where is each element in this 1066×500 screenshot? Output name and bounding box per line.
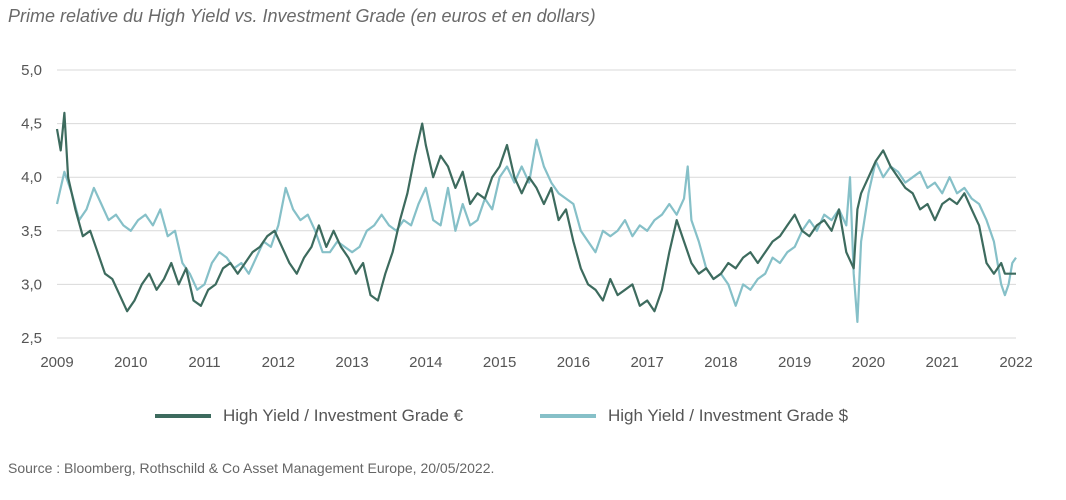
series-layer (55, 111, 1017, 323)
x-tick-label: 2012 (262, 354, 295, 371)
legend-label-usd: High Yield / Investment Grade $ (608, 406, 849, 425)
y-tick-label: 5,0 (21, 62, 42, 79)
y-tick-label: 4,5 (21, 116, 42, 133)
legend-item-eur: High Yield / Investment Grade € (155, 406, 463, 426)
y-tick-label: 4,0 (21, 169, 42, 186)
y-tick-label: 3,5 (21, 223, 42, 240)
y-tick-label: 2,5 (21, 330, 42, 347)
series-line-eur (55, 111, 1016, 313)
chart-title: Prime relative du High Yield vs. Investm… (8, 6, 596, 26)
line-chart: 2,53,03,54,04,55,0 2009 2010 2011 2012 2013 2… (21, 62, 1033, 371)
x-tick-label: 2011 (188, 354, 220, 371)
x-axis-ticks: 2009 2010 2011 2012 2013 2014 2015 2016 2017 2018… (40, 354, 1032, 371)
x-tick-label: 2016 (557, 354, 590, 371)
x-tick-label: 2022 (999, 354, 1032, 371)
legend: High Yield / Investment Grade € High Yie… (0, 406, 1066, 432)
x-tick-label: 2010 (114, 354, 147, 371)
legend-swatch-usd (540, 414, 596, 418)
x-tick-label: 2017 (630, 354, 663, 371)
x-tick-label: 2021 (926, 354, 959, 371)
x-tick-label: 2009 (40, 354, 73, 371)
y-tick-label: 3,0 (21, 276, 42, 293)
x-tick-label: 2015 (483, 354, 516, 371)
source-note: Source : Bloomberg, Rothschild & Co Asse… (8, 460, 495, 476)
x-tick-label: 2014 (409, 354, 442, 371)
x-tick-label: 2013 (335, 354, 368, 371)
x-tick-label: 2018 (704, 354, 737, 371)
legend-item-usd: High Yield / Investment Grade $ (540, 406, 848, 426)
legend-swatch-eur (155, 414, 211, 418)
x-tick-label: 2020 (852, 354, 885, 371)
y-axis-ticks: 2,5 3,0 3,5 4,0 4,5 5,0 (21, 62, 42, 347)
legend-label-eur: High Yield / Investment Grade € (223, 406, 464, 425)
series-line-usd (55, 138, 1017, 323)
x-tick-label: 2019 (778, 354, 811, 371)
grid-lines (57, 69, 1016, 339)
